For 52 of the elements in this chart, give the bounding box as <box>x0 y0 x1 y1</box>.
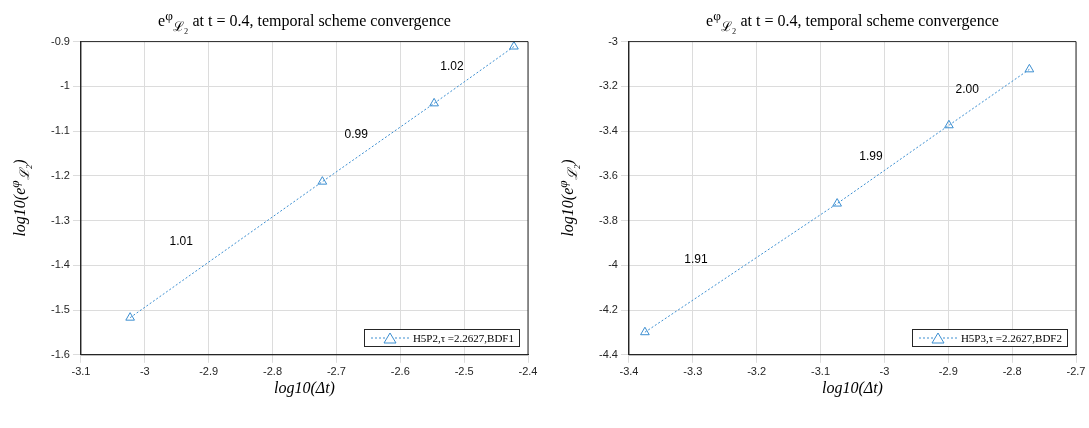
annotation: 1.99 <box>859 148 884 163</box>
x-tick-label: -3.4 <box>619 365 639 378</box>
point <box>832 198 842 207</box>
legend-label: H5P2,τ =2.2627,BDF1 <box>412 331 514 344</box>
x-tick-label: -3 <box>879 365 890 378</box>
point <box>1024 63 1035 73</box>
point <box>429 97 439 107</box>
x-tick-label: -3.2 <box>747 365 767 378</box>
x-tick-label: -3.3 <box>683 365 703 378</box>
y-tick-label: -1.6 <box>50 347 70 360</box>
x-tick-label: -3 <box>139 365 150 378</box>
point <box>317 176 328 185</box>
annotation: 1.02 <box>440 59 465 74</box>
x-tick-label: -2.8 <box>1002 365 1022 378</box>
y-tick-label: -1.4 <box>50 258 70 271</box>
chart-title: e$^{φ}$$_{ℒ₂}$ at t = 0.4, temporal scheme convergence <box>705 8 1000 34</box>
point <box>640 326 650 336</box>
point <box>125 312 135 321</box>
annotation: 1.01 <box>169 233 194 248</box>
y-tick-label: -3.2 <box>598 79 618 92</box>
annotation: 0.99 <box>344 126 369 141</box>
x-tick-label: -3.1 <box>811 365 831 378</box>
y-tick-label: -4.2 <box>598 303 618 316</box>
x-tick-label: -2.6 <box>390 365 410 378</box>
y-tick-label: -3 <box>608 34 618 47</box>
y-tick-label: -1.1 <box>50 124 70 137</box>
annotation: 1.91 <box>684 252 709 267</box>
x-tick-label: -2.7 <box>326 365 346 378</box>
x-tick-label: -2.9 <box>199 365 219 378</box>
point <box>509 41 519 50</box>
y-tick-label: -1.2 <box>50 168 70 181</box>
annotation: 2.00 <box>955 81 980 96</box>
x-tick-label: -2.7 <box>1066 365 1086 378</box>
x-tick-label: -2.8 <box>263 365 283 378</box>
x-axis-title: log10(Δt) <box>273 378 336 397</box>
x-axis-title: log10(Δt) <box>821 378 884 397</box>
x-tick-label: -3.1 <box>71 365 91 378</box>
point <box>944 119 954 129</box>
y-tick-label: -1.5 <box>50 303 70 316</box>
y-tick-label: -4 <box>608 258 618 271</box>
y-tick-label: -4.4 <box>598 347 618 360</box>
chart-title: e$^{φ}$$_{ℒ₂}$ at t = 0.4, temporal scheme convergence <box>157 8 452 34</box>
y-tick-label: -3.8 <box>598 213 618 226</box>
x-tick-label: -2.9 <box>938 365 958 378</box>
y-tick-label: -0.9 <box>50 34 70 47</box>
y-tick-label: -3.4 <box>598 124 618 137</box>
y-tick-label: -1 <box>60 79 70 92</box>
y-tick-label: -3.6 <box>598 168 618 181</box>
y-tick-label: -1.3 <box>50 213 70 226</box>
x-tick-label: -2.5 <box>454 365 474 378</box>
legend-label: H5P3,τ =2.2627,BDF2 <box>960 331 1062 344</box>
x-tick-label: -2.4 <box>518 365 538 378</box>
